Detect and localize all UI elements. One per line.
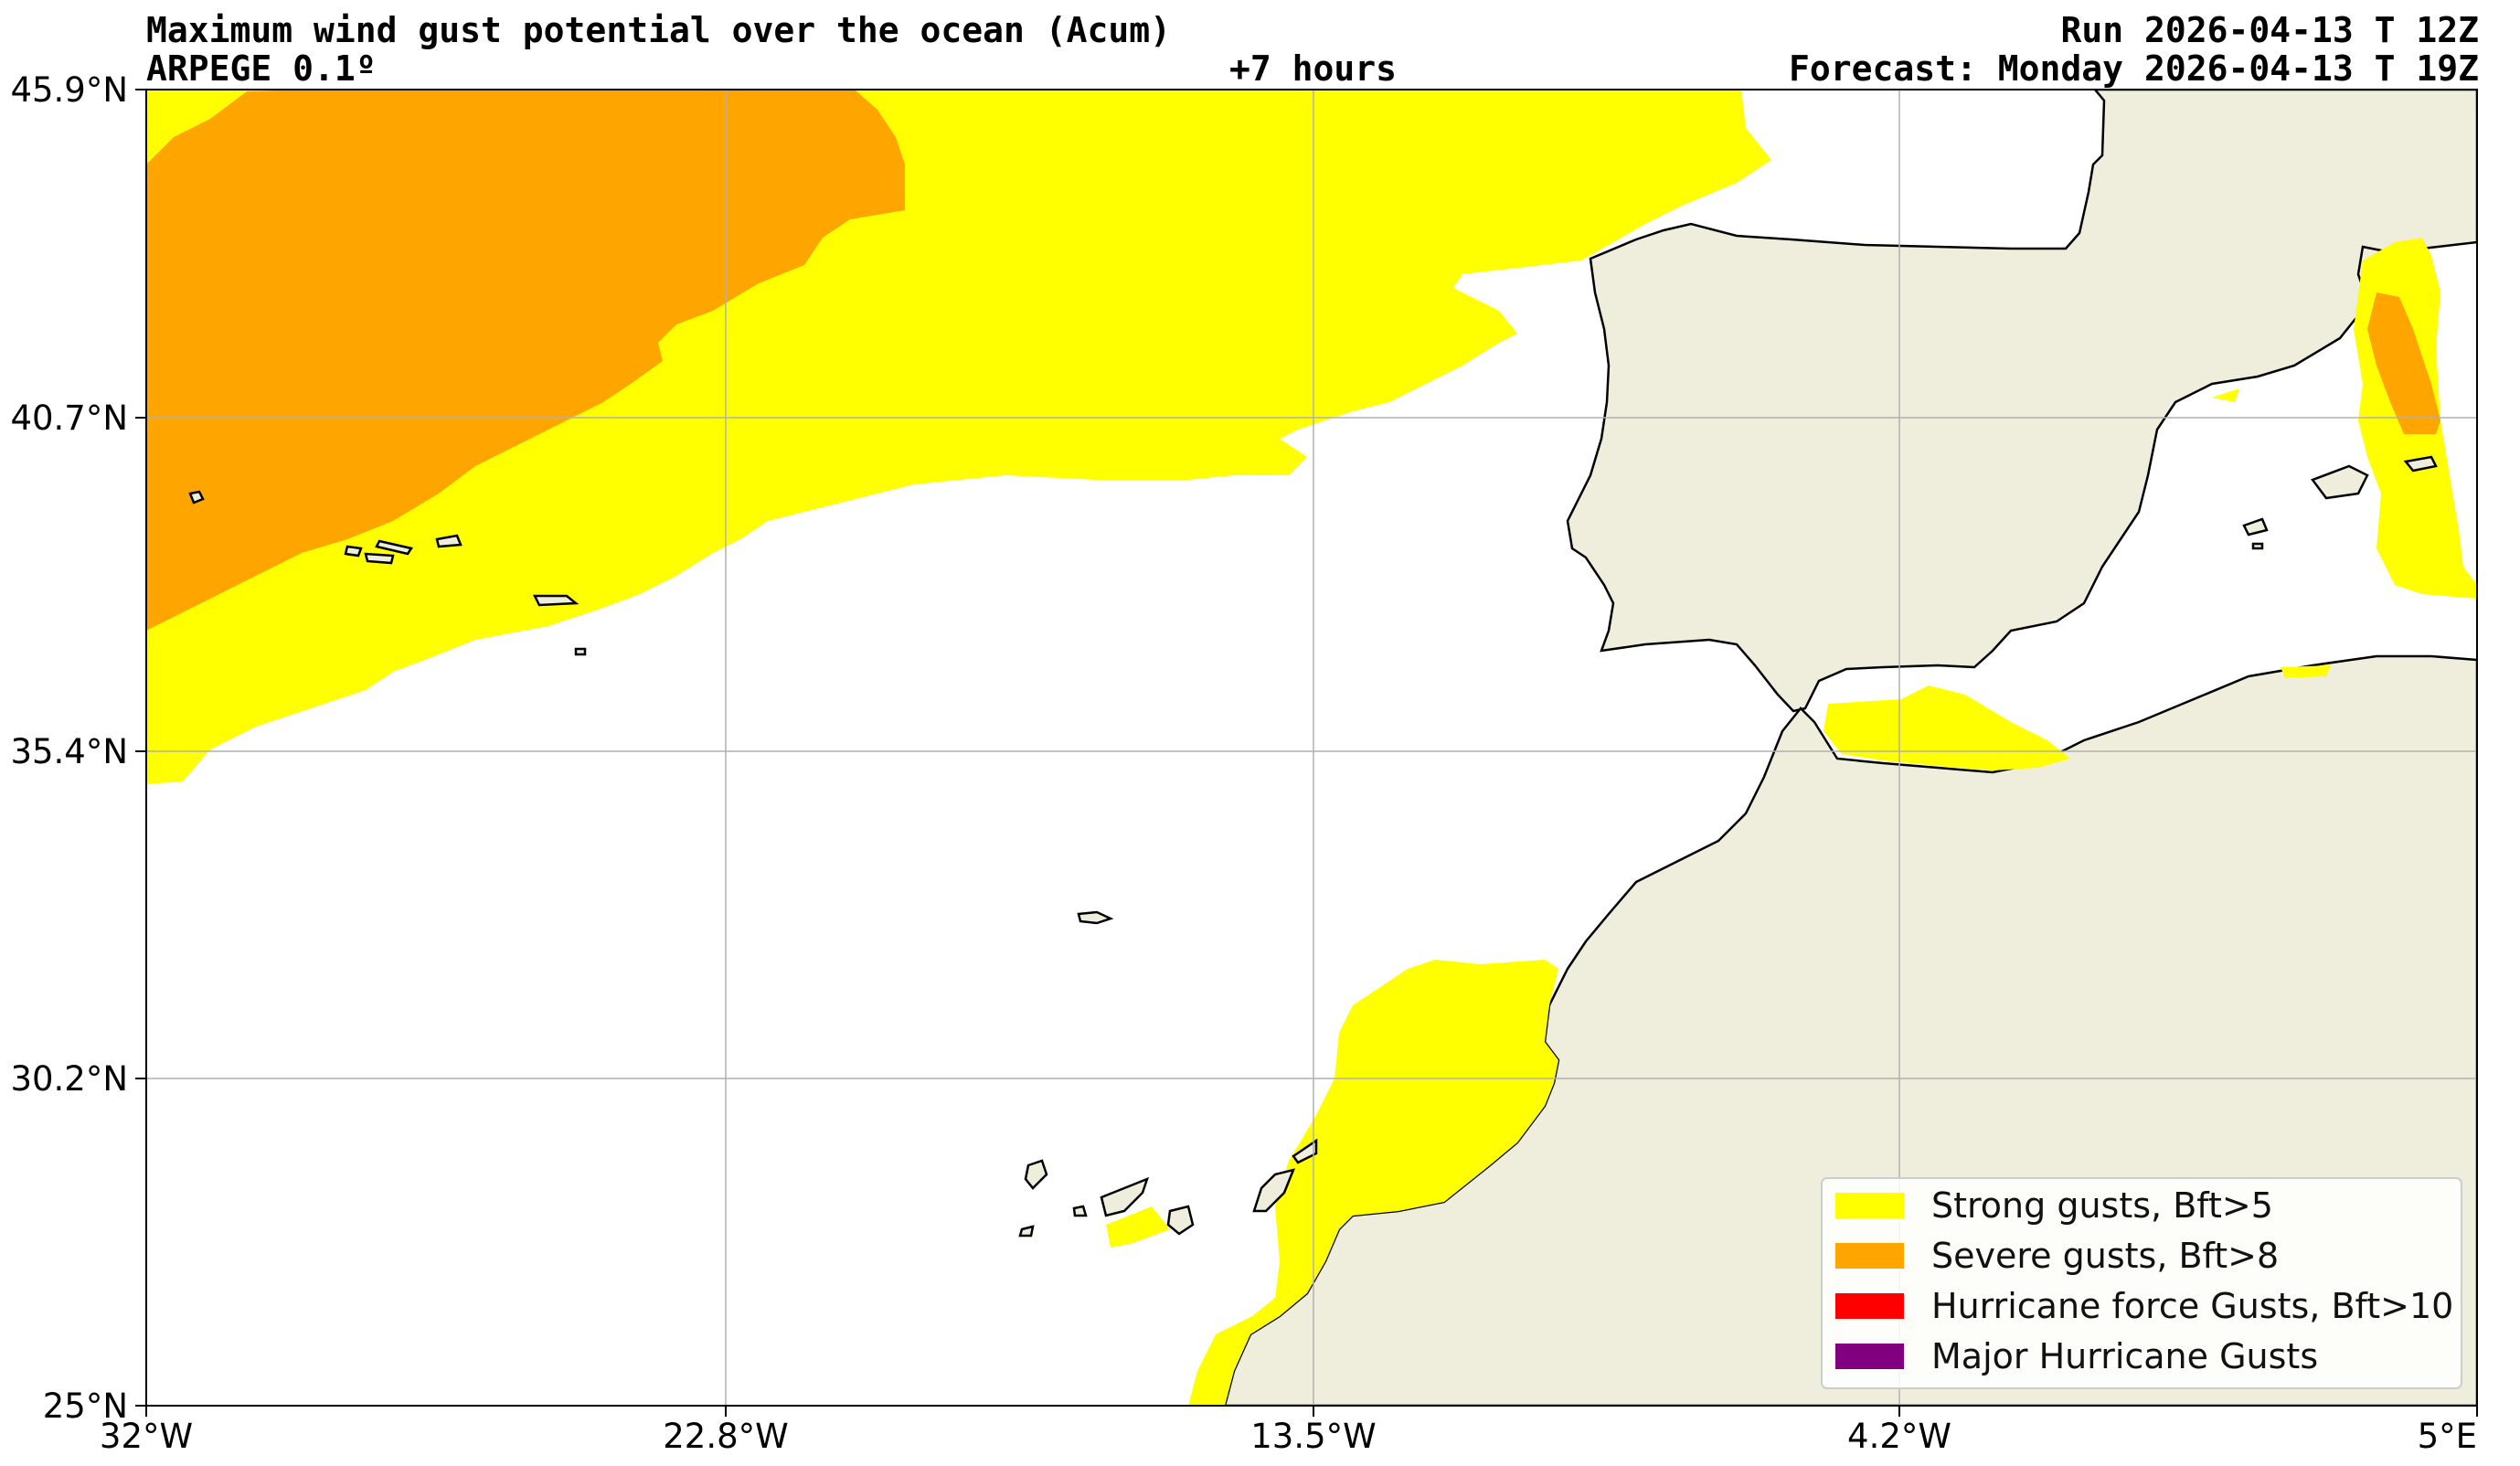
lon-tick-label: 5°E	[2418, 1417, 2477, 1456]
island-azores-central-3	[375, 539, 414, 556]
island-azores-central-2	[364, 552, 395, 565]
island-canaries-tenerife	[1100, 1176, 1150, 1217]
lead-time-label: +7 hours	[1229, 48, 1398, 89]
legend-swatch-strong	[1835, 1193, 1904, 1218]
strong-gust-area-algeria-patch	[2281, 665, 2331, 678]
strong-gust-area-balearic-patch	[2212, 388, 2239, 402]
strong-gust-area-alboran	[1824, 685, 2070, 770]
lat-tick-label: 40.7°N	[10, 398, 128, 438]
lat-tick-label: 35.4°N	[10, 732, 128, 771]
island-azores-central-4	[435, 534, 463, 548]
lon-tick-label: 32°W	[100, 1417, 193, 1456]
island-balearic-formentera	[2251, 542, 2264, 550]
gridlines	[146, 90, 2477, 1406]
forecast-label: Forecast: Monday 2026-04-13 T 19Z	[1789, 48, 2479, 89]
legend: Strong gusts, Bft>5 Severe gusts, Bft>8 …	[1821, 1177, 2462, 1389]
lat-tick-label: 45.9°N	[10, 70, 128, 110]
island-canaries-grancanaria	[1166, 1205, 1195, 1236]
lat-tick-label: 30.2°N	[10, 1059, 128, 1099]
legend-label-severe: Severe gusts, Bft>8	[1931, 1236, 2279, 1276]
island-canaries-lanzarote	[1292, 1138, 1318, 1164]
island-madeira	[1077, 910, 1114, 925]
legend-swatch-hurricane	[1835, 1293, 1904, 1319]
severe-gust-areas	[146, 90, 2440, 631]
islands	[188, 455, 2438, 1238]
plot-frame	[145, 89, 2478, 1407]
axis-ticks	[135, 89, 2478, 1417]
island-canaries-fuerteventura	[1252, 1168, 1296, 1213]
strong-gust-area-morocco	[1188, 960, 1558, 1406]
run-label: Run 2026-04-13 T 12Z	[2060, 10, 2479, 50]
island-canaries-gomera	[1072, 1205, 1088, 1217]
island-azores-flores	[188, 490, 205, 505]
island-canaries-hierro	[1018, 1225, 1035, 1238]
legend-box	[1821, 1177, 2462, 1389]
map-title: Maximum wind gust potential over the oce…	[146, 10, 1172, 50]
island-azores-sao-miguel	[532, 594, 579, 607]
island-balearic-ibiza	[2242, 517, 2269, 536]
legend-label-hurricane: Hurricane force Gusts, Bft>10	[1931, 1286, 2453, 1326]
lon-tick-label: 13.5°W	[1250, 1417, 1376, 1456]
legend-label-strong: Strong gusts, Bft>5	[1931, 1185, 2273, 1226]
island-canaries-lapalma	[1024, 1159, 1048, 1190]
island-azores-central-1	[344, 545, 363, 558]
strong-gust-area-canaries	[1106, 1206, 1170, 1248]
lon-tick-label: 22.8°W	[663, 1417, 788, 1456]
island-balearic-mallorca	[2310, 464, 2369, 500]
legend-swatch-major	[1835, 1344, 1904, 1369]
land-iberia	[1566, 90, 2477, 713]
lat-tick-label: 25°N	[43, 1386, 128, 1426]
lon-tick-label: 4.2°W	[1847, 1417, 1951, 1456]
severe-gust-area-corsica	[2367, 292, 2440, 434]
legend-swatch-severe	[1835, 1243, 1904, 1269]
island-balearic-menorca	[2403, 455, 2438, 473]
legend-label-major: Major Hurricane Gusts	[1931, 1336, 2318, 1376]
model-label: ARPEGE 0.1º	[146, 48, 377, 89]
severe-gust-area-atlantic	[146, 90, 905, 631]
island-azores-santa-maria	[574, 647, 587, 656]
